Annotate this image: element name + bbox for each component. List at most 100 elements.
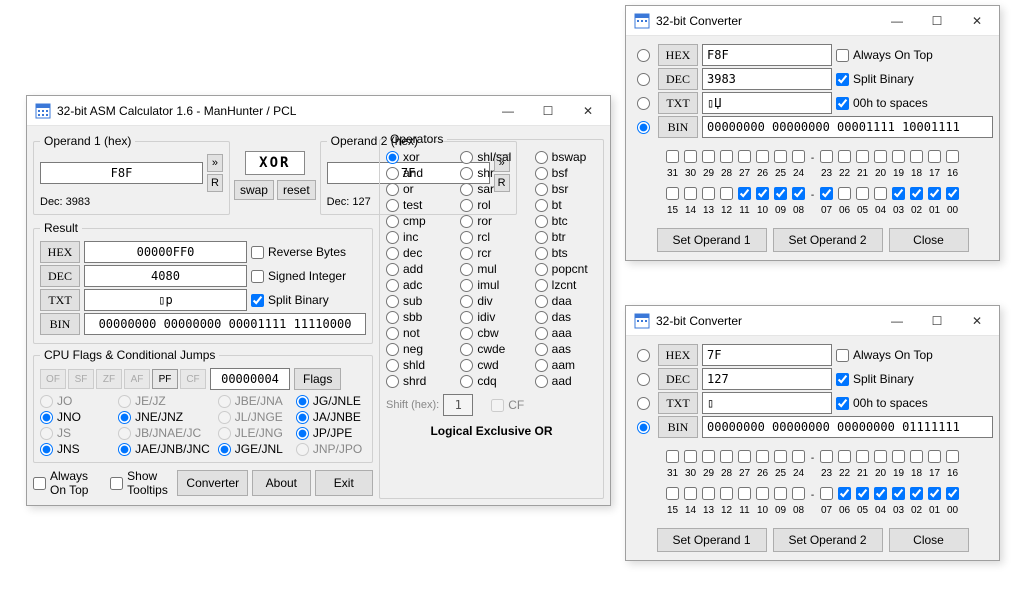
bit-26[interactable]	[756, 150, 769, 163]
set-operand-2-button[interactable]: Set Operand 2	[773, 228, 883, 252]
jump-jp-jpe[interactable]: JP/JPE	[296, 426, 366, 440]
hex-input[interactable]	[702, 344, 832, 366]
operator-bt[interactable]: bt	[535, 198, 597, 212]
operator-or[interactable]: or	[386, 182, 448, 196]
swap-button[interactable]: swap	[234, 180, 274, 200]
operator-sub[interactable]: sub	[386, 294, 448, 308]
flag-zf[interactable]: ZF	[96, 369, 122, 389]
bit-04[interactable]	[874, 487, 887, 500]
bit-28[interactable]	[720, 150, 733, 163]
set-operand-1-button[interactable]: Set Operand 1	[657, 528, 767, 552]
bit-07[interactable]	[820, 187, 833, 200]
bit-19[interactable]	[892, 450, 905, 463]
bit-15[interactable]	[666, 487, 679, 500]
bit-08[interactable]	[792, 187, 805, 200]
bit-29[interactable]	[702, 150, 715, 163]
split-binary-checkbox[interactable]: Split Binary	[836, 372, 914, 386]
maximize-button[interactable]: ☐	[528, 97, 568, 125]
operator-das[interactable]: das	[535, 310, 597, 324]
flag-af[interactable]: AF	[124, 369, 150, 389]
operand1-input[interactable]	[40, 162, 203, 184]
bit-12[interactable]	[720, 487, 733, 500]
bit-16[interactable]	[946, 150, 959, 163]
bit-30[interactable]	[684, 150, 697, 163]
always-on-top-checkbox[interactable]: Always On Top	[836, 48, 933, 62]
bit-17[interactable]	[928, 450, 941, 463]
show-tooltips-checkbox[interactable]: Show Tooltips	[110, 469, 169, 497]
jump-js[interactable]: JS	[40, 426, 110, 440]
bit-11[interactable]	[738, 187, 751, 200]
operator-aas[interactable]: aas	[535, 342, 597, 356]
bit-21[interactable]	[856, 450, 869, 463]
bit-27[interactable]	[738, 150, 751, 163]
bit-02[interactable]	[910, 487, 923, 500]
operator-rcr[interactable]: rcr	[460, 246, 522, 260]
txt-radio[interactable]	[637, 97, 650, 110]
operator-cwd[interactable]: cwd	[460, 358, 522, 372]
dec-input[interactable]	[702, 68, 832, 90]
bit-12[interactable]	[720, 187, 733, 200]
bit-23[interactable]	[820, 450, 833, 463]
about-button[interactable]: About	[252, 470, 310, 496]
operator-test[interactable]: test	[386, 198, 448, 212]
operand1-arrow-button[interactable]: »	[207, 154, 223, 172]
bit-00[interactable]	[946, 187, 959, 200]
operator-sar[interactable]: sar	[460, 182, 522, 196]
set-operand-1-button[interactable]: Set Operand 1	[657, 228, 767, 252]
hex-radio[interactable]	[637, 349, 650, 362]
bin-input[interactable]	[702, 116, 993, 138]
operator-btc[interactable]: btc	[535, 214, 597, 228]
flag-sf[interactable]: SF	[68, 369, 94, 389]
result-txt-value[interactable]	[84, 289, 247, 311]
bit-03[interactable]	[892, 487, 905, 500]
bit-13[interactable]	[702, 187, 715, 200]
bit-18[interactable]	[910, 450, 923, 463]
jump-jne-jnz[interactable]: JNE/JNZ	[118, 410, 210, 424]
operator-shrd[interactable]: shrd	[386, 374, 448, 388]
operator-aad[interactable]: aad	[535, 374, 597, 388]
operator-cmp[interactable]: cmp	[386, 214, 448, 228]
hex-radio[interactable]	[637, 49, 650, 62]
bit-27[interactable]	[738, 450, 751, 463]
minimize-button[interactable]: —	[877, 307, 917, 335]
bit-31[interactable]	[666, 150, 679, 163]
bit-03[interactable]	[892, 187, 905, 200]
bit-20[interactable]	[874, 450, 887, 463]
operator-adc[interactable]: adc	[386, 278, 448, 292]
jump-jae-jnb-jnc[interactable]: JAE/JNB/JNC	[118, 442, 210, 456]
operator-xor[interactable]: xor	[386, 150, 448, 164]
bit-18[interactable]	[910, 150, 923, 163]
bit-02[interactable]	[910, 187, 923, 200]
operator-shld[interactable]: shld	[386, 358, 448, 372]
bit-15[interactable]	[666, 187, 679, 200]
operator-popcnt[interactable]: popcnt	[535, 262, 597, 276]
operator-bswap[interactable]: bswap	[535, 150, 597, 164]
result-bin-value[interactable]	[84, 313, 366, 335]
bit-11[interactable]	[738, 487, 751, 500]
operand1-r-button[interactable]: R	[207, 174, 223, 192]
jump-jo[interactable]: JO	[40, 394, 110, 408]
bit-21[interactable]	[856, 150, 869, 163]
operator-add[interactable]: add	[386, 262, 448, 276]
reset-button[interactable]: reset	[277, 180, 316, 200]
bit-08[interactable]	[792, 487, 805, 500]
dec-input[interactable]	[702, 368, 832, 390]
operator-cdq[interactable]: cdq	[460, 374, 522, 388]
dec-radio[interactable]	[637, 73, 650, 86]
operator-dec[interactable]: dec	[386, 246, 448, 260]
operator-idiv[interactable]: idiv	[460, 310, 522, 324]
zeroh-spaces-checkbox[interactable]: 00h to spaces	[836, 396, 928, 410]
flag-pf[interactable]: PF	[152, 369, 178, 389]
split-binary-checkbox[interactable]: Split Binary	[251, 293, 329, 307]
operator-daa[interactable]: daa	[535, 294, 597, 308]
operator-aam[interactable]: aam	[535, 358, 597, 372]
exit-button[interactable]: Exit	[315, 470, 373, 496]
bit-09[interactable]	[774, 187, 787, 200]
bit-01[interactable]	[928, 187, 941, 200]
bit-17[interactable]	[928, 150, 941, 163]
operator-ror[interactable]: ror	[460, 214, 522, 228]
bit-14[interactable]	[684, 187, 697, 200]
bit-13[interactable]	[702, 487, 715, 500]
close-button[interactable]: ✕	[568, 97, 608, 125]
flags-button[interactable]: Flags	[294, 368, 341, 390]
